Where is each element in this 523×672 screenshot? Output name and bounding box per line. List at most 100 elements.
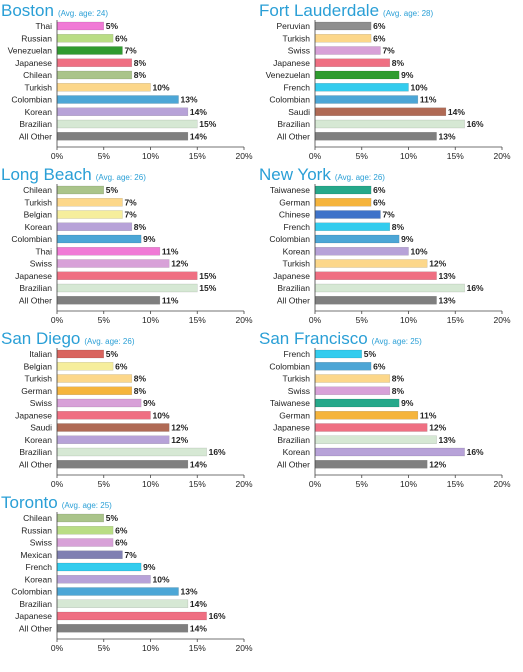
x-tick-label: 0% bbox=[51, 643, 64, 653]
bar-peruvian bbox=[314, 21, 372, 31]
bar-all-other bbox=[56, 296, 161, 305]
bar-turkish bbox=[314, 34, 372, 43]
category-label-chilean: Chilean bbox=[23, 70, 52, 80]
data-label-turkish: 8% bbox=[134, 374, 147, 384]
data-label-venezuelan: 7% bbox=[124, 46, 137, 56]
bar-chinese bbox=[314, 210, 381, 219]
bar-venezuelan bbox=[314, 70, 400, 80]
category-label-mexican: Mexican bbox=[20, 550, 52, 560]
bar-all-other bbox=[56, 132, 189, 141]
category-label-saudi: Saudi bbox=[30, 423, 52, 433]
x-tick-label: 15% bbox=[189, 479, 206, 489]
data-label-korean: 12% bbox=[171, 435, 188, 445]
category-label-japanese: Japanese bbox=[273, 423, 310, 433]
category-label-turkish: Turkish bbox=[24, 82, 52, 92]
bar-korean bbox=[314, 447, 465, 457]
category-label-all-other: All Other bbox=[277, 131, 310, 141]
avg-age: (Avg. age: 28) bbox=[383, 9, 434, 18]
bar-colombian bbox=[314, 362, 372, 371]
category-label-korean: Korean bbox=[25, 574, 53, 584]
data-label-colombian: 9% bbox=[401, 234, 414, 244]
data-label-korean: 10% bbox=[153, 574, 170, 584]
x-tick-label: 15% bbox=[189, 643, 206, 653]
x-tick-label: 5% bbox=[356, 151, 369, 161]
bar-brazilian bbox=[56, 119, 198, 129]
category-label-korean: Korean bbox=[283, 246, 311, 256]
data-label-korean: 16% bbox=[467, 447, 484, 457]
x-tick-label: 20% bbox=[235, 643, 252, 653]
bar-italian bbox=[56, 349, 104, 359]
bar-turkish bbox=[56, 374, 133, 383]
city-name: San Diego bbox=[1, 329, 81, 348]
data-label-saudi: 14% bbox=[448, 107, 465, 117]
bar-chart: Taiwanese 6% German 6% Chinese 7% French 8% Colo… bbox=[269, 184, 511, 325]
x-tick-label: 10% bbox=[400, 315, 417, 325]
bar-turkish bbox=[314, 374, 391, 383]
x-tick-label: 15% bbox=[447, 315, 464, 325]
category-label-swiss: Swiss bbox=[30, 259, 52, 269]
bar-chart: Peruvian 6% Turkish 6% Swiss 7% Japanese 8% Vene… bbox=[266, 20, 511, 161]
bar-japanese bbox=[56, 58, 133, 67]
bar-brazilian bbox=[314, 119, 465, 129]
data-label-taiwanese: 9% bbox=[401, 398, 414, 408]
x-tick-label: 15% bbox=[189, 151, 206, 161]
chart-title: Long Beach (Avg. age: 26) bbox=[1, 166, 146, 184]
city-name: San Francisco bbox=[259, 329, 368, 348]
bar-saudi bbox=[56, 423, 170, 432]
category-label-japanese: Japanese bbox=[273, 58, 310, 68]
x-tick-label: 10% bbox=[400, 151, 417, 161]
data-label-chilean: 8% bbox=[134, 70, 147, 80]
data-label-brazilian: 15% bbox=[199, 119, 216, 129]
chart-title: Boston (Avg. age: 24) bbox=[1, 2, 108, 20]
category-label-brazilian: Brazilian bbox=[19, 599, 52, 609]
data-label-german: 6% bbox=[373, 197, 386, 207]
category-label-thai: Thai bbox=[35, 21, 52, 31]
data-label-italian: 5% bbox=[106, 349, 119, 359]
bar-swiss bbox=[314, 386, 391, 395]
data-label-french: 9% bbox=[143, 562, 156, 572]
bar-brazilian bbox=[56, 283, 198, 293]
category-label-brazilian: Brazilian bbox=[277, 119, 310, 129]
category-label-brazilian: Brazilian bbox=[19, 283, 52, 293]
bar-korean bbox=[314, 247, 409, 256]
data-label-brazilian: 16% bbox=[467, 119, 484, 129]
data-label-thai: 11% bbox=[162, 246, 179, 256]
category-label-turkish: Turkish bbox=[24, 374, 52, 384]
category-label-japanese: Japanese bbox=[15, 410, 52, 420]
data-label-japanese: 12% bbox=[429, 423, 446, 433]
bar-chart: Italian 5% Belgian 6% Turkish 8% German 8% Swiss… bbox=[15, 348, 253, 489]
data-label-saudi: 12% bbox=[171, 423, 188, 433]
category-label-turkish: Turkish bbox=[24, 197, 52, 207]
category-label-colombian: Colombian bbox=[269, 361, 310, 371]
category-label-all-other: All Other bbox=[277, 459, 310, 469]
x-tick-label: 0% bbox=[309, 479, 322, 489]
category-label-korean: Korean bbox=[25, 435, 53, 445]
bar-turkish bbox=[314, 259, 428, 268]
data-label-belgian: 6% bbox=[115, 361, 128, 371]
data-label-swiss: 9% bbox=[143, 398, 156, 408]
data-label-colombian: 13% bbox=[181, 587, 198, 597]
data-label-turkish: 7% bbox=[124, 197, 137, 207]
category-label-venezuelan: Venezuelan bbox=[8, 46, 53, 56]
data-label-korean: 14% bbox=[190, 107, 207, 117]
data-label-swiss: 12% bbox=[171, 259, 188, 269]
bar-korean bbox=[56, 575, 151, 584]
bar-all-other bbox=[56, 624, 189, 633]
data-label-all-other: 14% bbox=[190, 131, 207, 141]
bar-korean bbox=[56, 222, 133, 231]
bar-russian bbox=[56, 526, 114, 535]
category-label-german: German bbox=[279, 197, 310, 207]
bar-colombian bbox=[56, 234, 142, 244]
data-label-japanese: 10% bbox=[153, 410, 170, 420]
x-tick-label: 20% bbox=[235, 151, 252, 161]
x-tick-label: 5% bbox=[356, 315, 369, 325]
chart-title: Toronto (Avg. age: 25) bbox=[1, 494, 112, 512]
category-label-korean: Korean bbox=[283, 447, 311, 457]
data-label-chilean: 5% bbox=[106, 513, 119, 523]
bar-french bbox=[314, 83, 409, 92]
bar-all-other bbox=[314, 296, 437, 305]
x-tick-label: 5% bbox=[98, 479, 111, 489]
category-label-turkish: Turkish bbox=[282, 374, 310, 384]
x-tick-label: 10% bbox=[400, 479, 417, 489]
chart-panel-new-york: New York (Avg. age: 26) Taiwanese 6% German… bbox=[258, 166, 516, 334]
